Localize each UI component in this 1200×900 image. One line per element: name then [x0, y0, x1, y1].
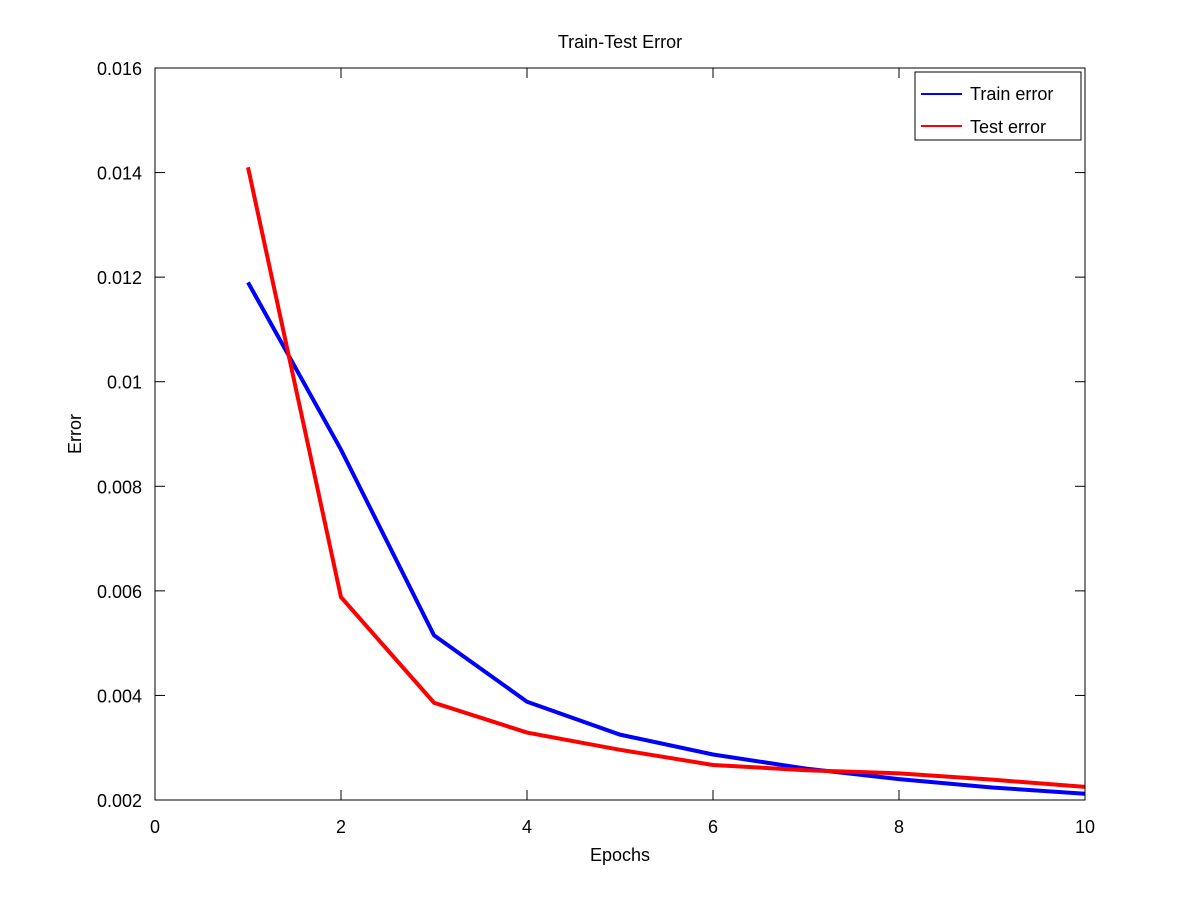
plot-frame: [154, 67, 1086, 801]
plot-area: [155, 68, 1085, 800]
legend-label-test: Test error: [970, 117, 1046, 137]
y-tick-label: 0.01: [107, 373, 142, 393]
y-tick-label: 0.012: [97, 268, 142, 288]
y-tick-label: 0.006: [97, 582, 142, 602]
x-tick-label: 4: [522, 817, 532, 837]
y-tick-label: 0.004: [97, 686, 142, 706]
chart-title: Train-Test Error: [558, 32, 682, 52]
x-tick-label: 2: [336, 817, 346, 837]
y-tick-label: 0.008: [97, 477, 142, 497]
legend-box: [914, 71, 1082, 141]
legend-label-train: Train error: [970, 84, 1053, 104]
x-tick-label: 10: [1075, 817, 1095, 837]
y-tick-label: 0.016: [97, 59, 142, 79]
y-axis-label: Error: [65, 414, 85, 454]
series-line-test-error: [246, 166, 1086, 789]
x-tick-label: 0: [150, 817, 160, 837]
x-axis-label: Epochs: [590, 845, 650, 865]
y-tick-label: 0.002: [97, 791, 142, 811]
x-tick-label: 6: [708, 817, 718, 837]
legend: Train error Test error: [914, 71, 1082, 141]
series-layer: [246, 166, 1086, 796]
y-tick-label: 0.014: [97, 164, 142, 184]
ticks-layer: 0 2 4 6 8 10 0.002 0.004 0.006 0.008 0.01 0.012 0.01…: [97, 59, 1095, 837]
series-line-train-error: [246, 281, 1086, 796]
x-tick-label: 8: [894, 817, 904, 837]
